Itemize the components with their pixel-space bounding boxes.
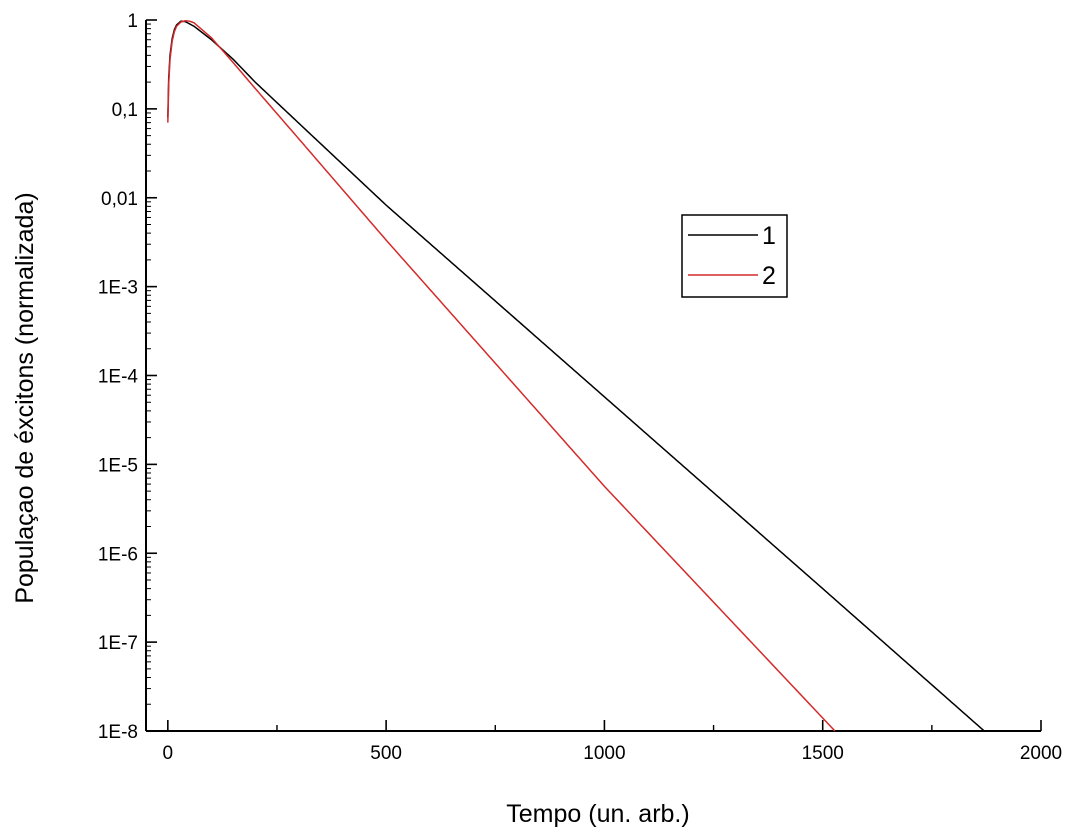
series-line-2 <box>167 20 836 732</box>
y-tick-label: 1E-7 <box>98 633 138 654</box>
x-tick-label: 1500 <box>802 743 844 764</box>
x-tick-label: 1000 <box>583 743 625 764</box>
x-axis-title: Tempo (un. arb.) <box>506 800 689 828</box>
legend-label-1: 1 <box>762 222 776 250</box>
y-tick-label: 1 <box>127 11 138 32</box>
legend-label-2: 2 <box>762 262 776 290</box>
x-axis: 0 500 1000 1500 2000 <box>146 720 1062 764</box>
y-tick-label: 0,01 <box>101 189 138 210</box>
y-tick-label: 0,1 <box>112 100 138 121</box>
y-tick-label: 1E-3 <box>98 278 138 299</box>
legend: 12 <box>681 214 788 298</box>
x-tick-label: 500 <box>370 743 402 764</box>
series-layer <box>167 20 985 732</box>
y-tick-label: 1E-5 <box>98 455 138 476</box>
legend-box <box>681 214 788 298</box>
y-tick-label: 1E-4 <box>98 367 139 388</box>
y-axis: 1 0,1 0,01 1E-3 1E-4 1E-5 1E-6 1E-7 1E-8 <box>98 11 157 743</box>
y-tick-label: 1E-6 <box>98 544 138 565</box>
series-line-1 <box>167 20 985 732</box>
x-tick-label: 2000 <box>1020 743 1062 764</box>
y-tick-label: 1E-8 <box>98 722 138 743</box>
x-tick-label: 0 <box>163 743 174 764</box>
y-axis-title: Populaçao de éxcitons (normalizada) <box>11 192 39 603</box>
